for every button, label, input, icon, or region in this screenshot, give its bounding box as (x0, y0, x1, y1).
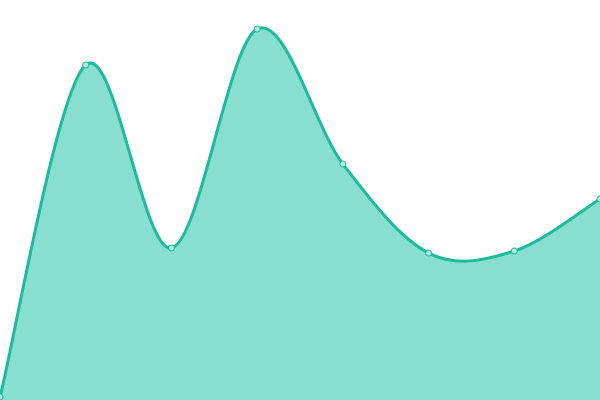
data-point-2 (167, 244, 175, 252)
data-point-7 (596, 195, 600, 203)
data-point-0 (0, 393, 4, 400)
data-point-1 (82, 61, 90, 69)
data-point-4 (339, 160, 347, 168)
data-point-3 (253, 25, 261, 33)
series-line (0, 26, 600, 398)
data-points (0, 25, 600, 400)
area-fill (0, 27, 600, 400)
data-point-5 (425, 249, 433, 257)
data-point-6 (510, 247, 518, 255)
